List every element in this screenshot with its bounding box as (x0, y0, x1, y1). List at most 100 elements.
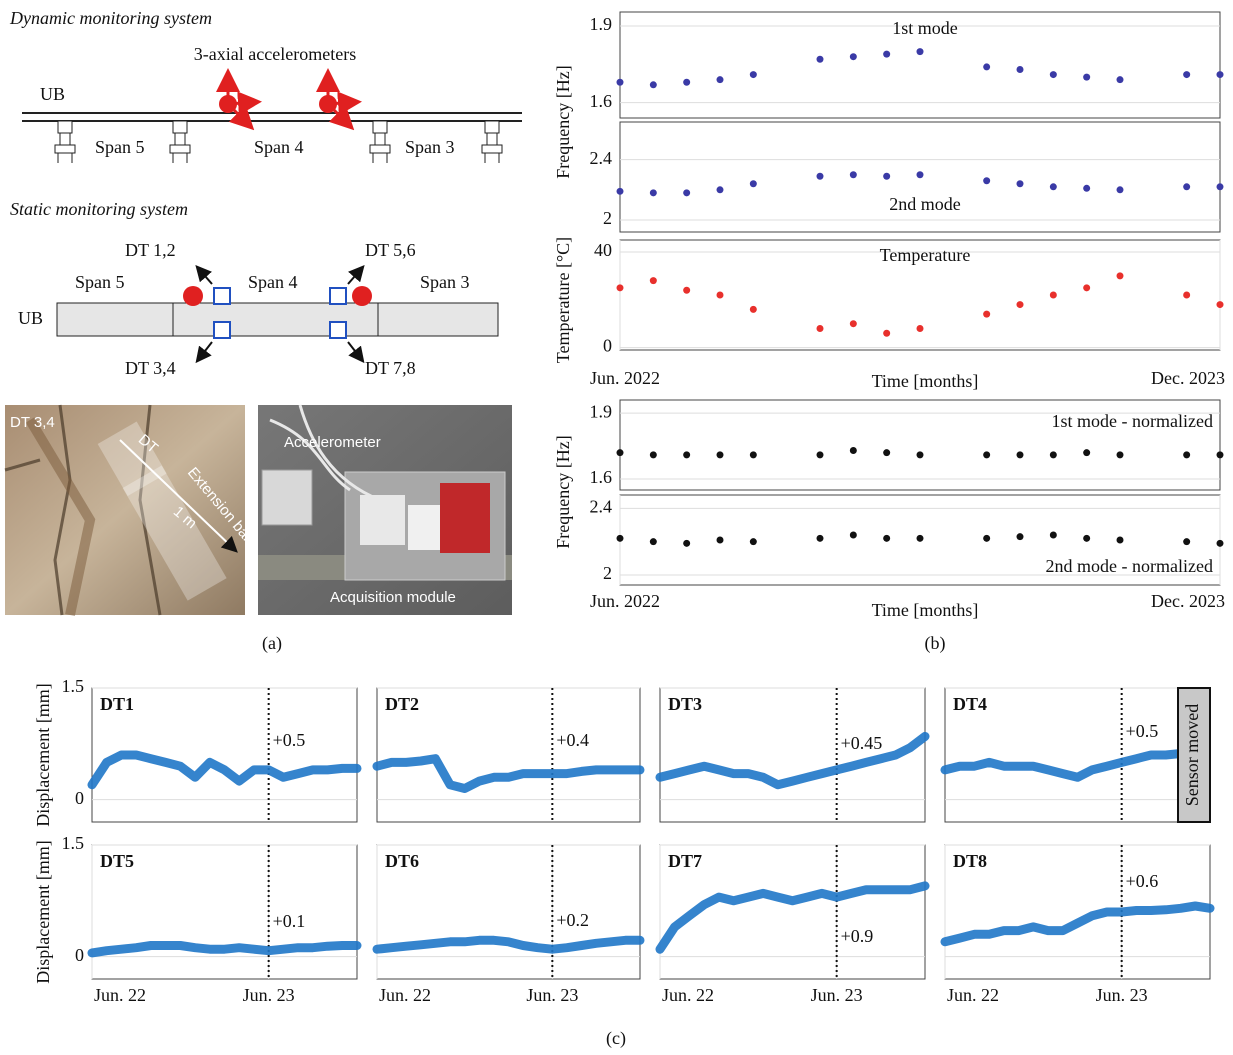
annotation: DT2 (385, 694, 419, 714)
data-point (849, 531, 857, 539)
data-point (1016, 180, 1024, 188)
static-diagram: Static monitoring system UB Span 5 Span … (10, 199, 499, 378)
chart: DT2 +0.4 (372, 687, 645, 823)
label: DT 1,2 (125, 240, 176, 260)
x-tick-label: Jun. 2022 (590, 368, 660, 388)
x-axis-label: Time [months] (872, 600, 979, 620)
data-point (983, 63, 991, 71)
y-axis-label: Temperature [°C] (553, 237, 573, 363)
data-point (1049, 531, 1057, 539)
data-point (649, 538, 657, 546)
dynamic-diagram: Dynamic monitoring system 3-axial accele… (9, 8, 522, 163)
annotation: DT6 (385, 851, 419, 871)
data-point (883, 329, 891, 337)
chart: 1.6 1.9 1st mode Frequency [Hz] (553, 11, 1224, 179)
data-point (1083, 284, 1091, 292)
data-point (649, 451, 657, 459)
panel-caption: (c) (606, 1028, 626, 1049)
annotation: 2nd mode (889, 194, 961, 214)
photo-label: Acquisition module (330, 589, 456, 606)
data-point (916, 451, 924, 459)
annotation: +0.5 (273, 730, 306, 750)
y-tick-label: 1.6 (590, 467, 613, 487)
photo-label: Accelerometer (284, 434, 381, 451)
chart: Jun. 22 Jun. 23 DT7 +0.9 (655, 844, 930, 1005)
data-point (749, 538, 757, 546)
panel-caption: (a) (262, 633, 282, 654)
annotation: +0.4 (556, 730, 589, 750)
data-line (372, 935, 645, 954)
data-point (1016, 533, 1024, 541)
data-point (1049, 71, 1057, 79)
annotation: +0.45 (841, 733, 883, 753)
label: Span 5 (95, 137, 145, 157)
data-line (655, 881, 930, 954)
data-point (716, 451, 724, 459)
data-point (616, 284, 624, 292)
y-tick-label: 40 (594, 240, 612, 260)
y-tick-label: 1.9 (590, 401, 613, 421)
annotation: +0.9 (841, 926, 874, 946)
x-tick-label: Jun. 23 (243, 985, 295, 1005)
data-point (716, 186, 724, 194)
data-line (87, 941, 362, 958)
photo-module: Accelerometer Acquisition module (258, 404, 512, 615)
data-point (683, 539, 691, 547)
y-tick-label: 0 (75, 945, 84, 965)
data-point (616, 534, 624, 542)
data-point (883, 50, 891, 58)
data-point (816, 55, 824, 63)
data-point (883, 172, 891, 180)
y-tick-label: 2 (603, 563, 612, 583)
data-line (372, 754, 645, 793)
data-point (683, 286, 691, 294)
annotation: +0.5 (1126, 721, 1159, 741)
x-tick-label: Jun. 2022 (590, 591, 660, 611)
photo-label: DT 3,4 (10, 414, 55, 431)
data-point (1016, 65, 1024, 73)
chart: 0 1.5 DT1 +0.5 Displacement [mm] (33, 676, 362, 827)
data-point (616, 449, 624, 457)
x-tick-label: Dec. 2023 (1151, 368, 1225, 388)
data-point (849, 171, 857, 179)
label: Span 5 (75, 272, 125, 292)
annotation: DT4 (953, 694, 987, 714)
y-axis-label: Displacement [mm] (33, 683, 53, 826)
data-point (1183, 71, 1191, 79)
data-point (1083, 73, 1091, 81)
data-point (1216, 539, 1224, 547)
data-point (1083, 449, 1091, 457)
annotation: +0.1 (273, 911, 306, 931)
data-point (649, 81, 657, 89)
y-tick-label: 2 (603, 208, 612, 228)
data-point (749, 305, 757, 313)
y-tick-label: 2.4 (590, 496, 613, 516)
data-point (1183, 183, 1191, 191)
data-point (849, 446, 857, 454)
photo-sensor: DT 3,4 DT Extension bar 1 m (4, 404, 256, 617)
data-point (983, 534, 991, 542)
data-point (849, 53, 857, 61)
data-point (1216, 451, 1224, 459)
data-point (1116, 536, 1124, 544)
side-label-box (1177, 687, 1211, 823)
plot-frame (619, 399, 1221, 491)
annotation: 1st mode - normalized (1052, 411, 1213, 431)
data-point (1049, 291, 1057, 299)
data-point (1116, 186, 1124, 194)
annotation: +0.6 (1126, 871, 1159, 891)
y-axis-label: Frequency [Hz] (553, 435, 573, 548)
data-point (683, 189, 691, 197)
x-tick-label: Jun. 22 (379, 985, 431, 1005)
x-tick-label: Jun. 23 (811, 985, 863, 1005)
data-point (649, 189, 657, 197)
plot-frame (619, 11, 1221, 119)
panel-caption: (b) (925, 633, 946, 654)
data-point (916, 324, 924, 332)
data-point (1183, 451, 1191, 459)
label: Span 3 (405, 137, 455, 157)
x-axis-label: Time [months] (872, 371, 979, 391)
diagram-title: Static monitoring system (10, 199, 188, 219)
